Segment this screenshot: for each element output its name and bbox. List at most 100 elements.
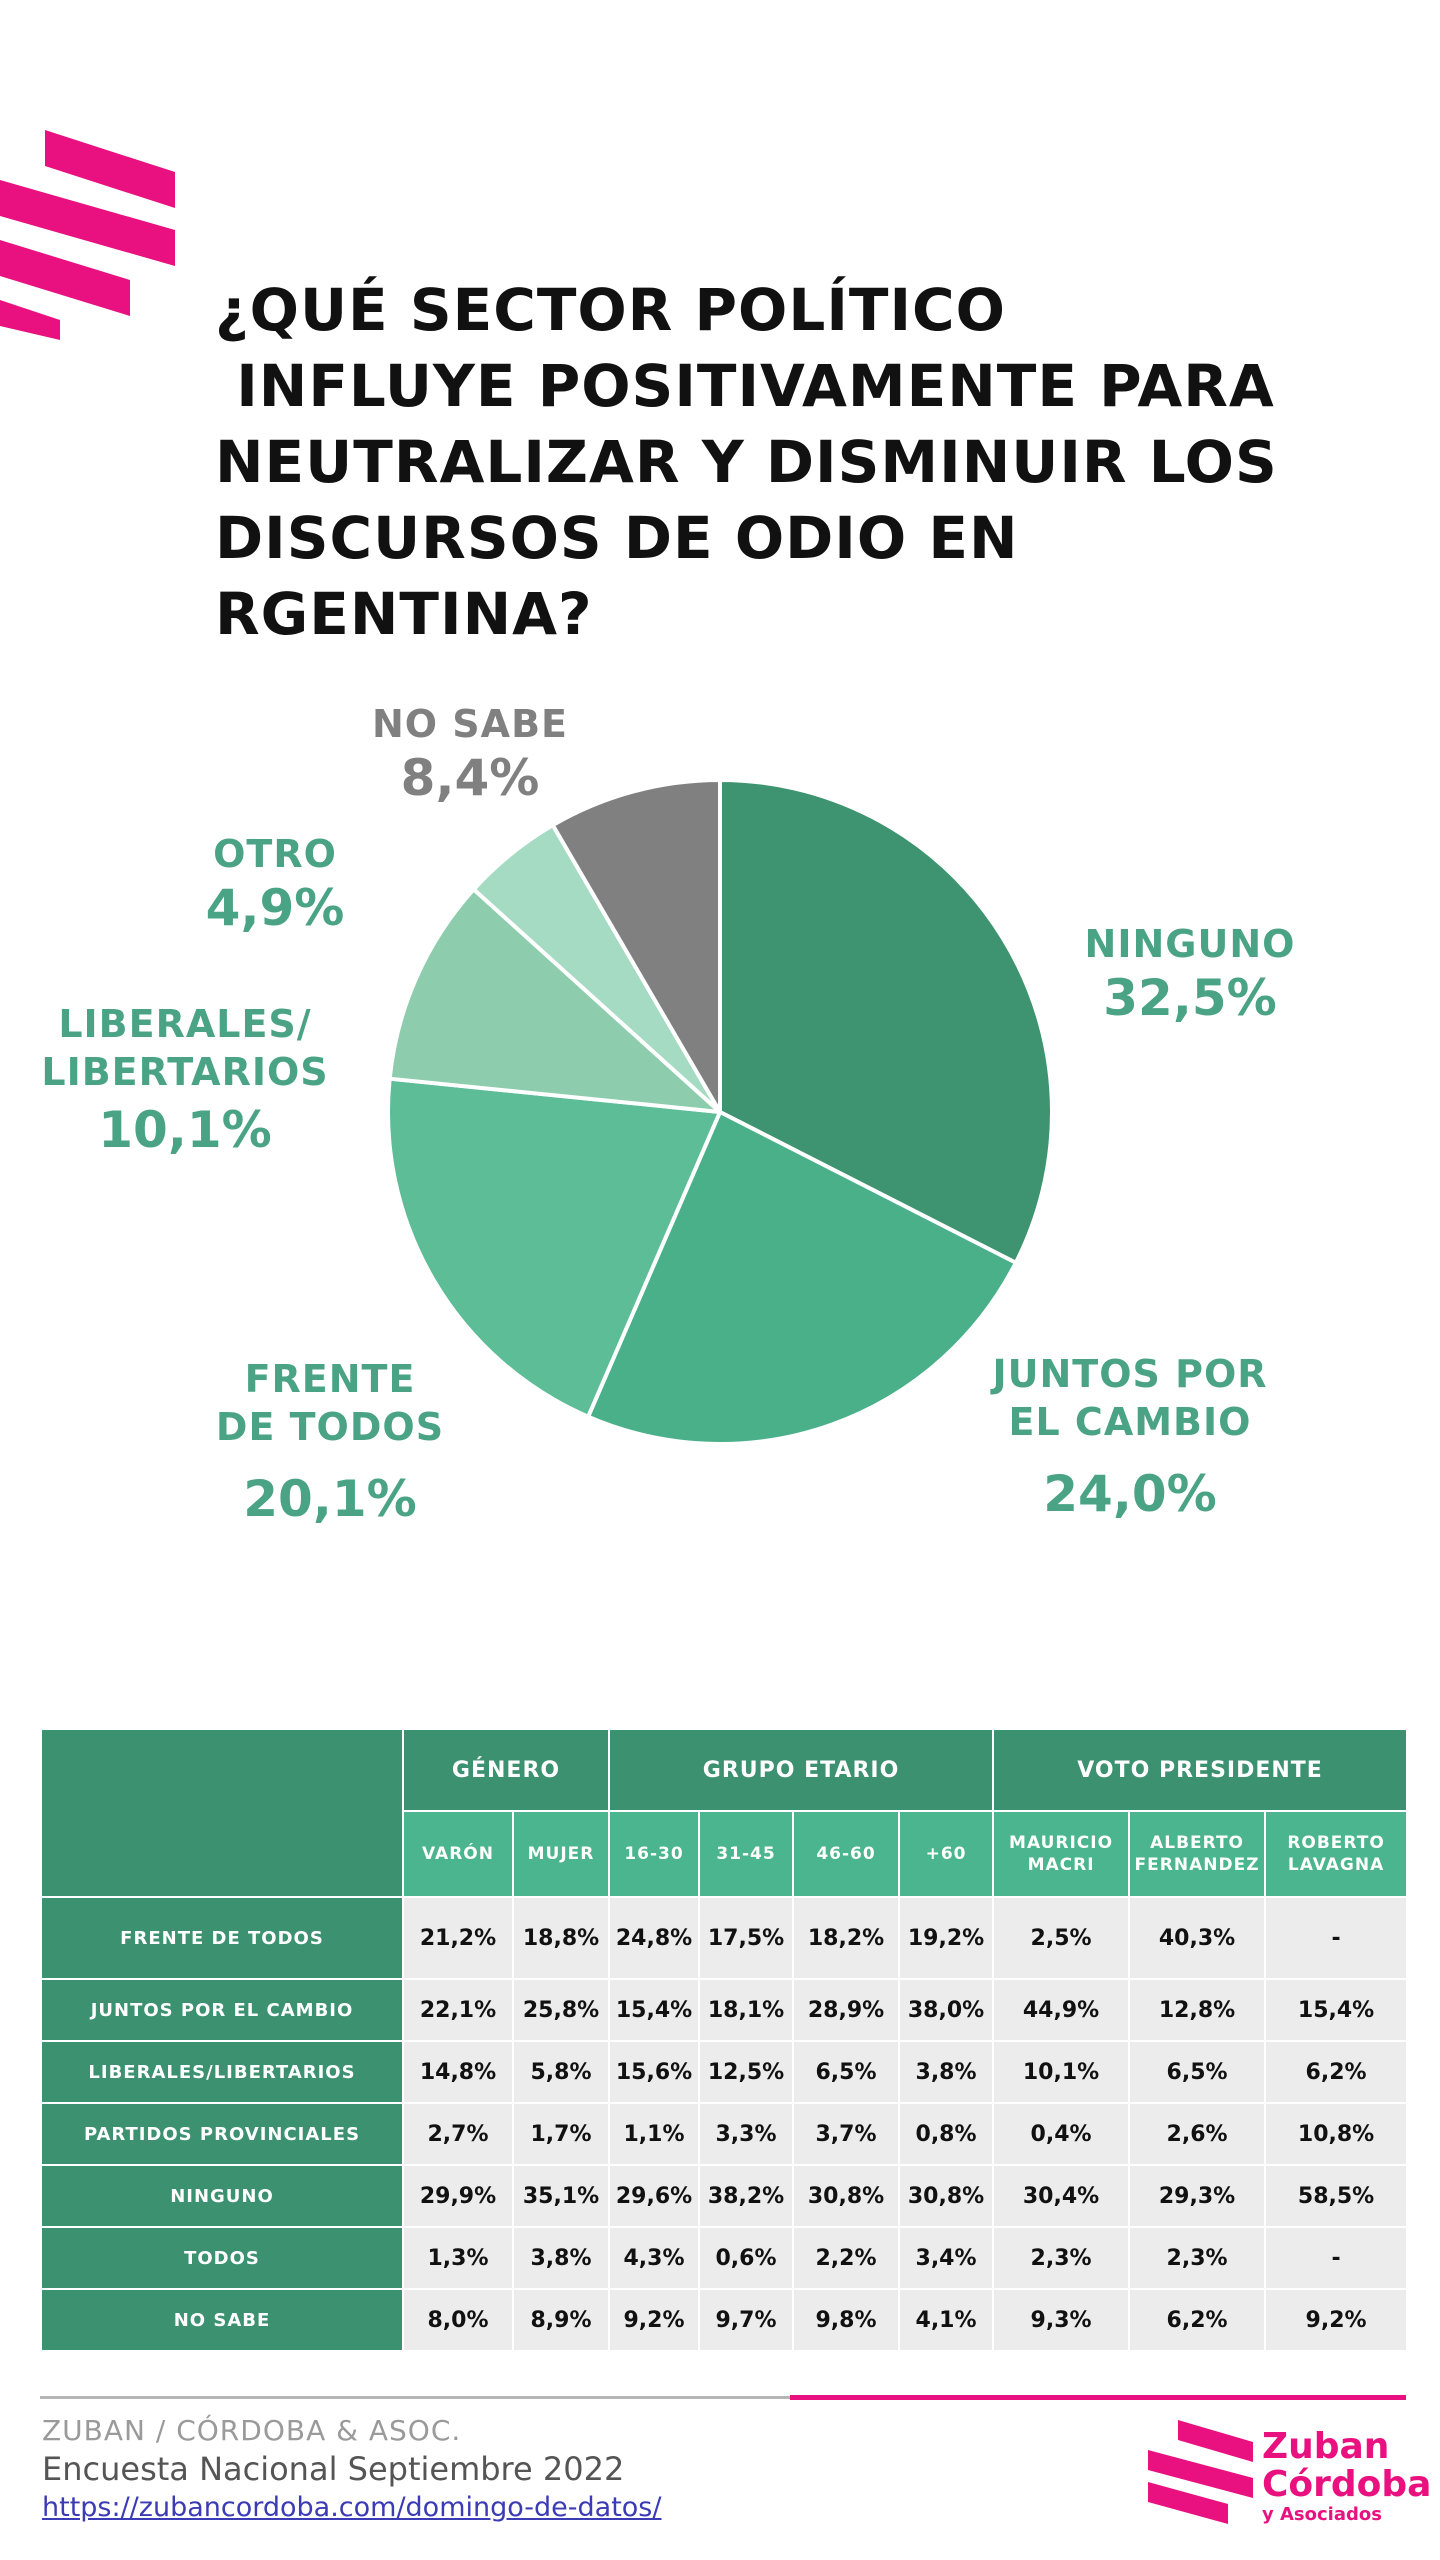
table-cell: 1,1% bbox=[608, 2102, 701, 2166]
table-corner bbox=[40, 1728, 404, 1898]
table-row: LIBERALES/LIBERTARIOS 14,8% 5,8% 15,6% 12,5%… bbox=[40, 2040, 1409, 2104]
table-cell: 6,2% bbox=[1264, 2040, 1409, 2104]
column-header: +60 bbox=[898, 1810, 995, 1898]
table-cell: - bbox=[1264, 1896, 1409, 1980]
row-label: LIBERALES/LIBERTARIOS bbox=[40, 2040, 404, 2104]
table-cell: 4,1% bbox=[898, 2288, 995, 2352]
label-no-sabe-value: 8,4% bbox=[400, 749, 540, 807]
table-row: NINGUNO 29,9% 35,1% 29,6% 38,2% 30,8% 30,8% 30,… bbox=[40, 2164, 1409, 2228]
table-cell: 0,4% bbox=[992, 2102, 1131, 2166]
table-cell: 8,0% bbox=[402, 2288, 514, 2352]
label-juntos-name: JUNTOS POR EL CAMBIO bbox=[992, 1352, 1268, 1444]
table-cell: 5,8% bbox=[511, 2040, 611, 2104]
table-cell: 29,3% bbox=[1128, 2164, 1267, 2228]
table-cell: 21,2% bbox=[402, 1896, 514, 1980]
table-row: TODOS 1,3% 3,8% 4,3% 0,6% 2,2% 3,4% 2,3% 2,3% - bbox=[40, 2226, 1409, 2290]
label-frente-name: FRENTE DE TODOS bbox=[215, 1357, 445, 1449]
table-cell: 30,4% bbox=[992, 2164, 1131, 2228]
label-juntos: JUNTOS POR EL CAMBIO 24,0% bbox=[960, 1350, 1300, 1524]
table-cell: 15,6% bbox=[608, 2040, 701, 2104]
logo-mark-icon bbox=[1148, 2420, 1253, 2524]
footer-org: ZUBAN / CÓRDOBA & ASOC. bbox=[42, 2414, 462, 2447]
table-cell: 2,3% bbox=[1128, 2226, 1267, 2290]
column-header: MUJER bbox=[511, 1810, 611, 1898]
table-cell: 0,6% bbox=[698, 2226, 795, 2290]
column-header: ROBERTO LAVAGNA bbox=[1264, 1810, 1409, 1898]
row-label: PARTIDOS PROVINCIALES bbox=[40, 2102, 404, 2166]
table-cell: 58,5% bbox=[1264, 2164, 1409, 2228]
table-cell: 2,5% bbox=[992, 1896, 1131, 1980]
table-cell: 9,2% bbox=[608, 2288, 701, 2352]
row-label: JUNTOS POR EL CAMBIO bbox=[40, 1978, 404, 2042]
table-cell: 3,8% bbox=[898, 2040, 995, 2104]
table-cell: 2,3% bbox=[992, 2226, 1131, 2290]
table-cell: 10,1% bbox=[992, 2040, 1131, 2104]
crosstab-table-wrap: GÉNERO GRUPO ETARIO VOTO PRESIDENTE VARÓ… bbox=[40, 1728, 1409, 2352]
column-header: 46-60 bbox=[792, 1810, 901, 1898]
table-row: FRENTE DE TODOS 21,2% 18,8% 24,8% 17,5% 18,2%… bbox=[40, 1896, 1409, 1980]
accent-stripes bbox=[0, 130, 175, 340]
logo-line-cordoba: Córdoba bbox=[1262, 2464, 1432, 2505]
table-cell: 2,6% bbox=[1128, 2102, 1267, 2166]
table-cell: 15,4% bbox=[608, 1978, 701, 2042]
table-cell: 3,4% bbox=[898, 2226, 995, 2290]
pie-slice-liberales bbox=[387, 887, 722, 1114]
column-header: 31-45 bbox=[698, 1810, 795, 1898]
logo-line-zuban: Zuban bbox=[1262, 2426, 1390, 2467]
table-cell: 1,7% bbox=[511, 2102, 611, 2166]
label-no-sabe-name: NO SABE bbox=[371, 702, 569, 746]
table-cell: 0,8% bbox=[898, 2102, 995, 2166]
table-cell: 9,7% bbox=[698, 2288, 795, 2352]
column-header: VARÓN bbox=[402, 1810, 514, 1898]
pie-chart bbox=[386, 778, 1054, 1446]
label-liberales-value: 10,1% bbox=[98, 1101, 272, 1159]
page-title: ¿QUÉ SECTOR POLÍTICO INFLUYE POSITIVAMEN… bbox=[215, 276, 1278, 648]
table-cell: 44,9% bbox=[992, 1978, 1131, 2042]
label-otro-value: 4,9% bbox=[205, 879, 345, 937]
table-cell: 25,8% bbox=[511, 1978, 611, 2042]
table-cell: 38,2% bbox=[698, 2164, 795, 2228]
footer-divider-accent bbox=[790, 2395, 1406, 2400]
table-row: JUNTOS POR EL CAMBIO 22,1% 25,8% 15,4% 18,1%… bbox=[40, 1978, 1409, 2042]
group-header-genero: GÉNERO bbox=[401, 1728, 611, 1812]
table-cell: 30,8% bbox=[792, 2164, 901, 2228]
table-cell: 14,8% bbox=[402, 2040, 514, 2104]
group-header-grupo-etario: GRUPO ETARIO bbox=[608, 1728, 995, 1812]
label-juntos-value: 24,0% bbox=[1043, 1465, 1217, 1523]
table-cell: 3,8% bbox=[511, 2226, 611, 2290]
label-liberales: LIBERALES/ LIBERTARIOS 10,1% bbox=[30, 1000, 340, 1160]
pie-slice-ninguno bbox=[718, 778, 1054, 1265]
table-cell: - bbox=[1264, 2226, 1409, 2290]
table-cell: 12,5% bbox=[698, 2040, 795, 2104]
label-ninguno-value: 32,5% bbox=[1103, 969, 1277, 1027]
label-otro: OTRO 4,9% bbox=[175, 830, 375, 938]
table-cell: 29,9% bbox=[402, 2164, 514, 2228]
table-cell: 17,5% bbox=[698, 1896, 795, 1980]
row-label: NO SABE bbox=[40, 2288, 404, 2352]
column-header: 16-30 bbox=[608, 1810, 701, 1898]
row-label: NINGUNO bbox=[40, 2164, 404, 2228]
pie-slice-frente bbox=[386, 1076, 722, 1419]
column-header: MAURICIO MACRI bbox=[992, 1810, 1131, 1898]
table-cell: 3,7% bbox=[792, 2102, 901, 2166]
footer-divider bbox=[40, 2396, 790, 2399]
row-label: FRENTE DE TODOS bbox=[40, 1896, 404, 1980]
label-ninguno: NINGUNO 32,5% bbox=[1040, 920, 1340, 1028]
table-cell: 40,3% bbox=[1128, 1896, 1267, 1980]
table-cell: 8,9% bbox=[511, 2288, 611, 2352]
table-cell: 9,2% bbox=[1264, 2288, 1409, 2352]
table-cell: 12,8% bbox=[1128, 1978, 1267, 2042]
table-row: PARTIDOS PROVINCIALES 2,7% 1,7% 1,1% 3,3% 3,7… bbox=[40, 2102, 1409, 2166]
label-ninguno-name: NINGUNO bbox=[1084, 922, 1296, 966]
table-cell: 9,3% bbox=[992, 2288, 1131, 2352]
table-cell: 1,3% bbox=[402, 2226, 514, 2290]
table-cell: 9,8% bbox=[792, 2288, 901, 2352]
footer-link[interactable]: https://zubancordoba.com/domingo-de-dato… bbox=[42, 2492, 662, 2523]
table-cell: 4,3% bbox=[608, 2226, 701, 2290]
column-header-row: VARÓN MUJER 16-30 31-45 46-60 +60 MAURIC… bbox=[41, 1810, 1409, 1898]
label-no-sabe: NO SABE 8,4% bbox=[330, 700, 610, 808]
table-cell: 18,8% bbox=[511, 1896, 611, 1980]
table-cell: 2,2% bbox=[792, 2226, 901, 2290]
table-cell: 30,8% bbox=[898, 2164, 995, 2228]
table-cell: 22,1% bbox=[402, 1978, 514, 2042]
